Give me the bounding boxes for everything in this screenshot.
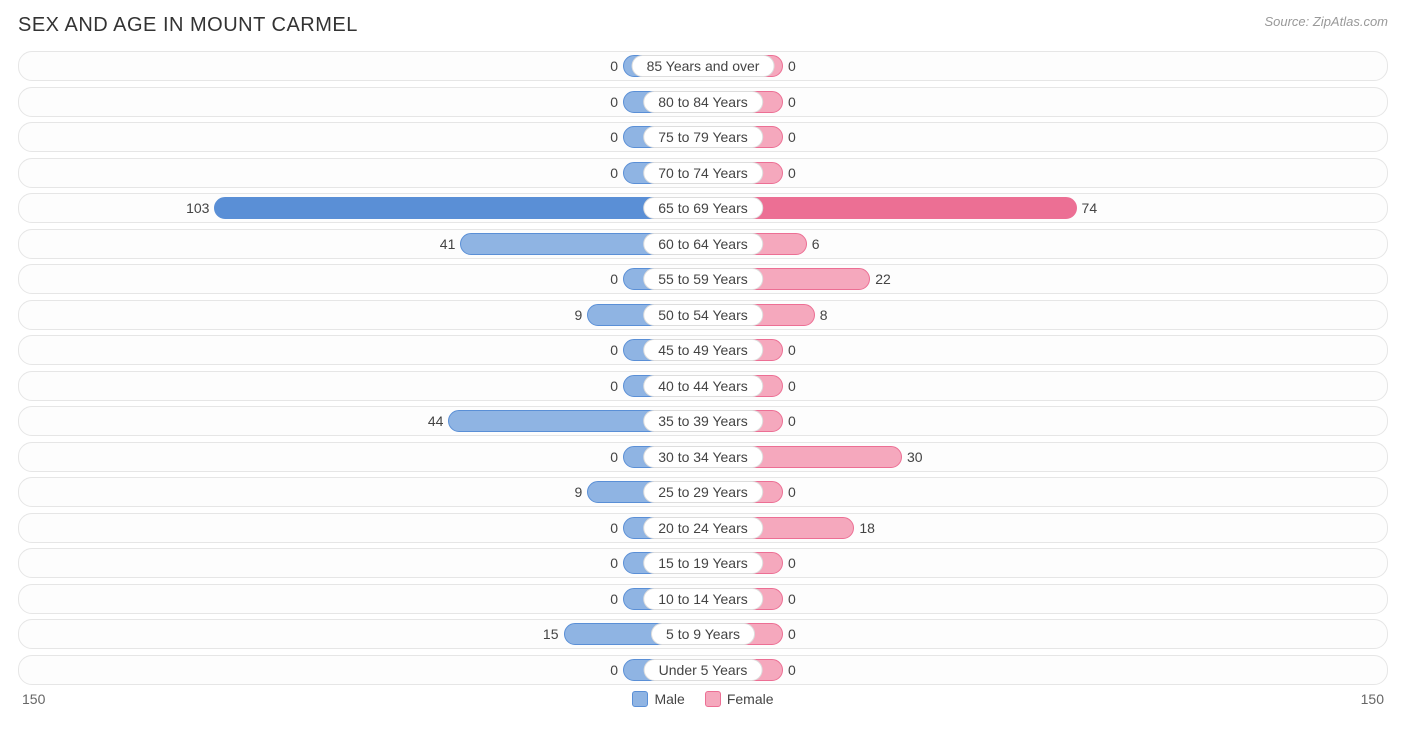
- male-value-label: 0: [610, 129, 624, 145]
- male-value-label: 103: [186, 200, 215, 216]
- pyramid-row: 9 8 50 to 54 Years: [18, 300, 1388, 330]
- female-value-label: 74: [1076, 200, 1098, 216]
- pyramid-row: 0 0 45 to 49 Years: [18, 335, 1388, 365]
- male-value-label: 0: [610, 165, 624, 181]
- female-value-label: 0: [782, 626, 796, 642]
- female-value-label: 22: [869, 271, 891, 287]
- male-value-label: 0: [610, 94, 624, 110]
- age-category-label: 40 to 44 Years: [643, 375, 763, 397]
- age-category-label: 30 to 34 Years: [643, 446, 763, 468]
- pyramid-row: 0 0 75 to 79 Years: [18, 122, 1388, 152]
- pyramid-row: 0 0 10 to 14 Years: [18, 584, 1388, 614]
- chart-source: Source: ZipAtlas.com: [1264, 14, 1388, 29]
- pyramid-chart: 0 0 85 Years and over 0 0 80 to 84 Years 0 0 75 …: [18, 51, 1388, 685]
- female-value-label: 30: [901, 449, 923, 465]
- male-value-label: 41: [440, 236, 462, 252]
- pyramid-row: 0 30 30 to 34 Years: [18, 442, 1388, 472]
- axis-max-left: 150: [22, 691, 45, 707]
- female-value-label: 0: [782, 58, 796, 74]
- male-value-label: 9: [575, 484, 589, 500]
- male-value-label: 0: [610, 58, 624, 74]
- age-category-label: 25 to 29 Years: [643, 481, 763, 503]
- female-value-label: 0: [782, 484, 796, 500]
- pyramid-row: 0 0 85 Years and over: [18, 51, 1388, 81]
- pyramid-row: 0 0 40 to 44 Years: [18, 371, 1388, 401]
- male-value-label: 0: [610, 449, 624, 465]
- age-category-label: 45 to 49 Years: [643, 339, 763, 361]
- pyramid-row: 15 0 5 to 9 Years: [18, 619, 1388, 649]
- female-swatch-icon: [705, 691, 721, 707]
- pyramid-row: 0 0 80 to 84 Years: [18, 87, 1388, 117]
- female-value-label: 0: [782, 555, 796, 571]
- male-value-label: 9: [575, 307, 589, 323]
- male-value-label: 0: [610, 271, 624, 287]
- age-category-label: 65 to 69 Years: [643, 197, 763, 219]
- male-value-label: 0: [610, 378, 624, 394]
- male-value-label: 0: [610, 520, 624, 536]
- female-value-label: 0: [782, 129, 796, 145]
- pyramid-row: 103 74 65 to 69 Years: [18, 193, 1388, 223]
- chart-title: SEX AND AGE IN MOUNT CARMEL: [18, 14, 358, 37]
- legend-item-male: Male: [632, 691, 684, 707]
- female-value-label: 0: [782, 165, 796, 181]
- legend-label: Male: [654, 691, 684, 707]
- pyramid-row: 0 0 Under 5 Years: [18, 655, 1388, 685]
- male-value-label: 15: [543, 626, 565, 642]
- female-value-label: 6: [806, 236, 820, 252]
- pyramid-row: 9 0 25 to 29 Years: [18, 477, 1388, 507]
- male-value-label: 0: [610, 591, 624, 607]
- male-value-label: 0: [610, 342, 624, 358]
- pyramid-row: 0 0 70 to 74 Years: [18, 158, 1388, 188]
- age-category-label: 70 to 74 Years: [643, 162, 763, 184]
- pyramid-row: 0 18 20 to 24 Years: [18, 513, 1388, 543]
- male-swatch-icon: [632, 691, 648, 707]
- female-value-label: 0: [782, 342, 796, 358]
- axis-max-right: 150: [1361, 691, 1384, 707]
- pyramid-row: 0 0 15 to 19 Years: [18, 548, 1388, 578]
- female-value-label: 0: [782, 591, 796, 607]
- male-bar: 103: [214, 197, 703, 219]
- pyramid-row: 41 6 60 to 64 Years: [18, 229, 1388, 259]
- legend-label: Female: [727, 691, 774, 707]
- pyramid-row: 44 0 35 to 39 Years: [18, 406, 1388, 436]
- age-category-label: 60 to 64 Years: [643, 233, 763, 255]
- male-value-label: 0: [610, 555, 624, 571]
- female-value-label: 0: [782, 94, 796, 110]
- female-value-label: 8: [814, 307, 828, 323]
- legend-item-female: Female: [705, 691, 774, 707]
- age-category-label: 75 to 79 Years: [643, 126, 763, 148]
- age-category-label: 15 to 19 Years: [643, 552, 763, 574]
- age-category-label: 5 to 9 Years: [651, 623, 755, 645]
- female-value-label: 0: [782, 413, 796, 429]
- age-category-label: 85 Years and over: [632, 55, 775, 77]
- age-category-label: 10 to 14 Years: [643, 588, 763, 610]
- male-value-label: 0: [610, 662, 624, 678]
- age-category-label: Under 5 Years: [644, 659, 763, 681]
- age-category-label: 35 to 39 Years: [643, 410, 763, 432]
- age-category-label: 20 to 24 Years: [643, 517, 763, 539]
- age-category-label: 80 to 84 Years: [643, 91, 763, 113]
- legend: Male Female: [632, 691, 773, 707]
- female-value-label: 0: [782, 378, 796, 394]
- age-category-label: 55 to 59 Years: [643, 268, 763, 290]
- age-category-label: 50 to 54 Years: [643, 304, 763, 326]
- female-value-label: 18: [853, 520, 875, 536]
- pyramid-row: 0 22 55 to 59 Years: [18, 264, 1388, 294]
- male-value-label: 44: [428, 413, 450, 429]
- female-value-label: 0: [782, 662, 796, 678]
